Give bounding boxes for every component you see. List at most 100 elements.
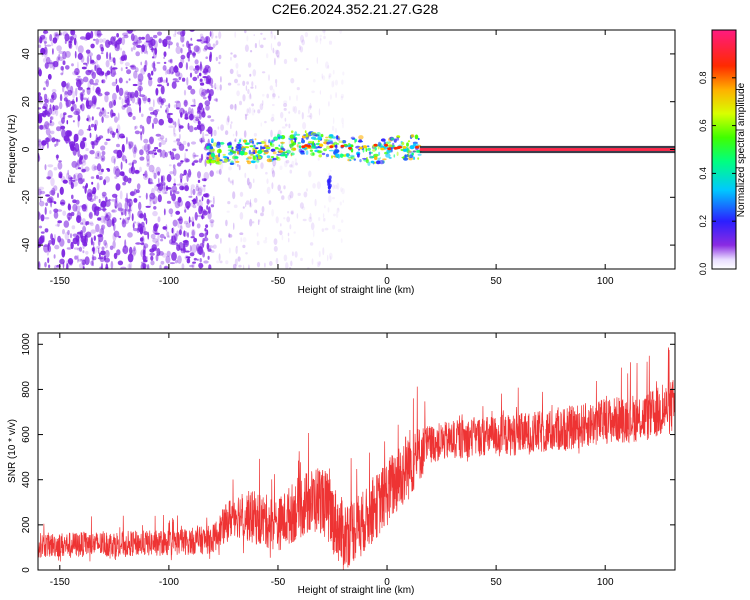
signal-hotspot: [340, 144, 345, 148]
noise-blob: [111, 100, 114, 108]
noise-blob: [173, 126, 176, 135]
noise-blob: [138, 201, 142, 211]
noise-blob: [193, 257, 198, 261]
noise-blob: [319, 37, 322, 45]
noise-blob: [82, 178, 85, 183]
noise-blob: [39, 196, 42, 202]
noise-blob: [316, 261, 321, 265]
signal-blob: [354, 138, 358, 143]
noise-blob: [90, 222, 94, 227]
noise-blob: [129, 191, 135, 196]
noise-blob: [184, 206, 188, 210]
noise-blob: [95, 134, 98, 143]
noise-blob: [299, 202, 304, 209]
noise-blob: [155, 133, 161, 137]
signal-blob: [312, 132, 317, 137]
noise-blob: [259, 103, 264, 111]
noise-blob: [128, 210, 131, 219]
noise-blob: [213, 129, 217, 137]
noise-blob: [199, 127, 202, 135]
noise-blob: [180, 47, 183, 54]
signal-blob: [309, 149, 313, 152]
noise-blob: [90, 43, 95, 49]
noise-blob: [65, 65, 70, 70]
noise-blob: [44, 164, 47, 171]
noise-blob: [49, 98, 54, 103]
noise-blob: [288, 111, 291, 114]
noise-blob: [71, 194, 74, 200]
signal-blob: [335, 153, 339, 158]
noise-blob: [77, 78, 82, 82]
noise-blob: [69, 36, 75, 41]
noise-blob: [89, 150, 95, 155]
noise-blob: [328, 40, 333, 45]
noise-blob: [151, 70, 154, 76]
noise-blob: [113, 230, 120, 238]
noise-blob: [235, 246, 238, 255]
noise-blob: [110, 36, 115, 45]
noise-blob: [211, 84, 214, 89]
noise-blob: [275, 79, 278, 84]
noise-blob: [38, 44, 42, 48]
noise-blob: [280, 223, 282, 227]
noise-blob: [190, 88, 196, 95]
noise-blob: [331, 80, 334, 88]
noise-blob: [179, 173, 183, 181]
noise-blob: [210, 221, 214, 228]
noise-blob: [290, 209, 295, 215]
noise-blob: [180, 222, 183, 229]
noise-blob: [120, 266, 127, 269]
signal-blob: [296, 144, 299, 148]
noise-blob: [46, 176, 52, 180]
noise-blob: [120, 161, 123, 170]
noise-blob: [230, 121, 233, 124]
noise-blob: [188, 43, 194, 46]
noise-blob: [105, 60, 110, 68]
noise-blob: [137, 97, 140, 105]
noise-blob: [120, 67, 123, 72]
noise-blob: [56, 62, 59, 68]
noise-blob: [316, 57, 318, 64]
noise-blob: [132, 83, 138, 87]
noise-blob: [76, 79, 82, 88]
noise-blob: [202, 184, 206, 187]
noise-blob: [255, 210, 258, 215]
noise-blob: [248, 107, 252, 114]
signal-blob: [412, 156, 416, 160]
noise-blob: [83, 154, 88, 160]
noise-blob: [93, 235, 97, 241]
noise-blob: [62, 179, 68, 184]
noise-blob: [94, 156, 98, 159]
noise-blob: [152, 149, 157, 152]
signal-blob: [211, 138, 214, 143]
signal-blob: [396, 151, 399, 156]
noise-blob: [298, 110, 301, 115]
noise-blob: [62, 60, 66, 65]
noise-blob: [166, 250, 171, 257]
noise-blob: [233, 222, 235, 230]
signal-blob: [376, 160, 381, 165]
noise-blob: [176, 244, 181, 251]
signal-blob: [239, 138, 241, 143]
noise-blob: [79, 230, 84, 239]
noise-blob: [66, 212, 73, 220]
noise-blob: [197, 120, 201, 125]
noise-blob: [117, 112, 120, 121]
noise-blob: [311, 258, 314, 265]
signal-hotspot: [358, 146, 363, 150]
noise-blob: [220, 124, 225, 131]
noise-blob: [111, 198, 117, 202]
noise-blob: [204, 193, 210, 198]
noise-blob: [300, 257, 303, 261]
noise-blob: [96, 136, 101, 141]
noise-blob: [289, 191, 294, 199]
y-tick-label: 200: [21, 516, 32, 533]
noise-blob: [207, 200, 212, 203]
noise-blob: [190, 141, 197, 145]
noise-blob: [251, 81, 254, 87]
noise-blob: [294, 251, 298, 258]
noise-blob: [119, 190, 123, 200]
noise-blob: [289, 224, 292, 230]
colorbar-gradient: [711, 29, 737, 270]
noise-blob: [163, 51, 167, 57]
